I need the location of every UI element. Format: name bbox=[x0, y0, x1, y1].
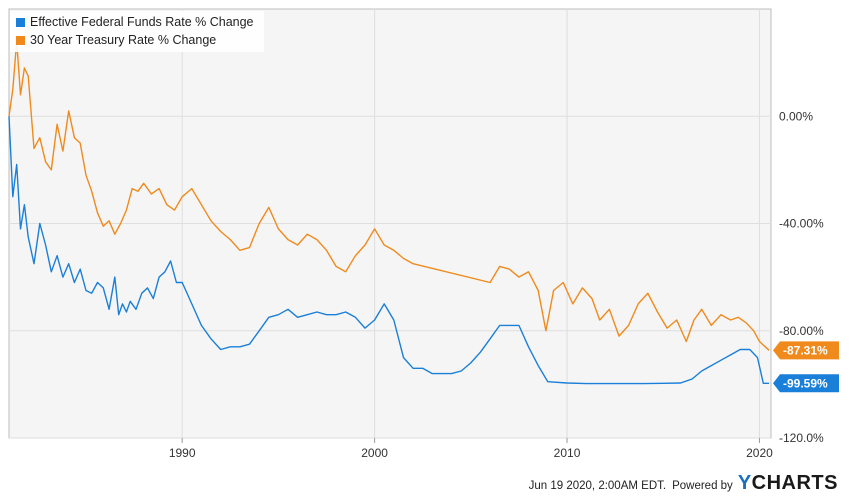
end-tag-label-1: -87.31% bbox=[783, 343, 828, 357]
series-line-0[interactable] bbox=[8, 116, 770, 385]
legend: Effective Federal Funds Rate % Change 30… bbox=[10, 11, 264, 52]
legend-swatch-fed-funds bbox=[16, 17, 25, 27]
powered-by-text: Powered by bbox=[672, 480, 733, 492]
x-axis-ticks: 1990 2000 2010 2020 bbox=[169, 438, 773, 460]
x-tick-label: 2010 bbox=[554, 446, 581, 460]
legend-label-treasury: 30 Year Treasury Rate % Change bbox=[30, 33, 217, 47]
end-tag-label-0: -99.59% bbox=[783, 376, 828, 390]
y-tick-label: -120.0% bbox=[779, 431, 824, 445]
footer: Jun 19 2020, 2:00AM EDT. Powered by YCHA… bbox=[529, 472, 838, 495]
y-tick-label: -40.00% bbox=[779, 217, 824, 231]
y-tick-label: 0.00% bbox=[779, 109, 813, 123]
ycharts-logo[interactable]: YCHARTS bbox=[737, 472, 838, 494]
end-tag-1: -87.31% bbox=[773, 341, 839, 360]
x-tick-label: 1990 bbox=[169, 446, 196, 460]
y-tick-label: -80.00% bbox=[779, 324, 824, 338]
legend-label-fed-funds: Effective Federal Funds Rate % Change bbox=[30, 15, 254, 29]
series-lines bbox=[8, 40, 770, 385]
y-axis-ticks: 0.00% -40.00% -80.00% -120.0% bbox=[779, 109, 824, 445]
legend-swatch-treasury bbox=[16, 35, 25, 45]
grid-lines bbox=[9, 9, 771, 439]
legend-entry-treasury[interactable]: 30 Year Treasury Rate % Change bbox=[16, 31, 254, 49]
x-tick-label: 2000 bbox=[361, 446, 388, 460]
legend-entry-fed-funds[interactable]: Effective Federal Funds Rate % Change bbox=[16, 13, 254, 31]
end-tag-0: -99.59% bbox=[773, 374, 839, 393]
series-line-1[interactable] bbox=[8, 40, 770, 351]
timestamp: Jun 19 2020, 2:00AM EDT. bbox=[528, 480, 667, 492]
x-tick-label: 2020 bbox=[746, 446, 773, 460]
end-value-tags: -99.59% -87.31% bbox=[773, 341, 839, 393]
